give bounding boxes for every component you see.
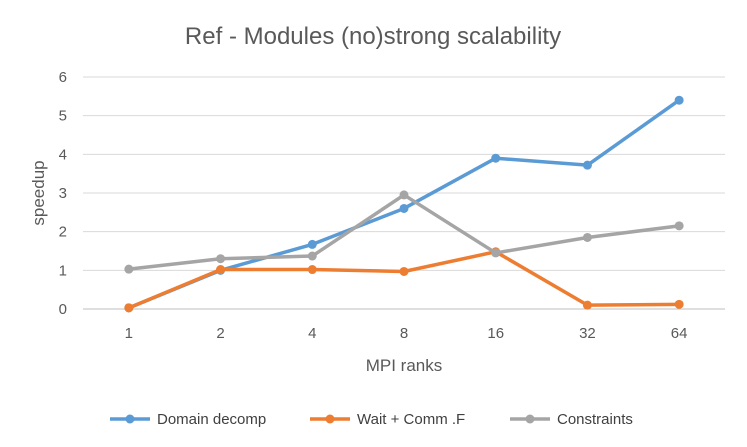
x-tick-label: 32	[579, 325, 596, 342]
chart-title: Ref - Modules (no)strong scalability	[185, 23, 561, 50]
data-point	[674, 221, 684, 231]
y-tick-label: 4	[59, 146, 67, 163]
x-tick-label: 8	[400, 325, 408, 342]
data-point	[582, 300, 592, 310]
legend-item: Constraints	[510, 411, 633, 428]
x-tick-label: 4	[308, 325, 316, 342]
x-axis-label: MPI ranks	[366, 356, 443, 375]
x-axis-ticks: 1 2 4 8 16 32 64	[125, 325, 688, 342]
x-tick-label: 64	[671, 325, 688, 342]
data-point	[124, 264, 134, 274]
legend-label: Constraints	[557, 411, 633, 428]
y-tick-label: 2	[59, 224, 67, 241]
series-3	[124, 190, 684, 274]
series-lines	[124, 95, 684, 313]
y-axis-label: speedup	[29, 160, 48, 225]
data-point	[307, 265, 317, 275]
legend-point-marker	[125, 414, 135, 424]
series-1	[124, 95, 684, 313]
legend: Domain decomp Wait + Comm .F Constraints	[110, 411, 633, 428]
data-point	[582, 232, 592, 242]
legend-item: Wait + Comm .F	[310, 411, 465, 428]
data-point	[491, 248, 501, 258]
x-tick-label: 2	[216, 325, 224, 342]
y-axis-ticks: 0 1 2 3 4 5 6	[59, 69, 67, 318]
data-point	[582, 160, 592, 170]
data-point	[399, 203, 409, 213]
data-point	[674, 95, 684, 105]
data-point	[124, 303, 134, 313]
legend-point-marker	[325, 414, 335, 424]
gridlines	[83, 76, 725, 310]
data-point	[491, 153, 501, 163]
data-point	[674, 299, 684, 309]
x-tick-label: 1	[125, 325, 133, 342]
legend-item: Domain decomp	[110, 411, 266, 428]
legend-point-marker	[525, 414, 535, 424]
series-2	[124, 247, 684, 313]
legend-label: Domain decomp	[157, 411, 266, 428]
y-tick-label: 3	[59, 185, 67, 202]
legend-label: Wait + Comm .F	[357, 411, 465, 428]
data-point	[307, 251, 317, 261]
y-tick-label: 0	[59, 301, 67, 318]
data-point	[216, 254, 226, 264]
data-point	[399, 190, 409, 200]
y-tick-label: 5	[59, 108, 67, 125]
data-point	[399, 266, 409, 276]
x-tick-label: 16	[487, 325, 504, 342]
y-tick-label: 6	[59, 69, 67, 86]
data-point	[216, 265, 226, 275]
y-tick-label: 1	[59, 262, 67, 279]
data-point	[307, 239, 317, 249]
